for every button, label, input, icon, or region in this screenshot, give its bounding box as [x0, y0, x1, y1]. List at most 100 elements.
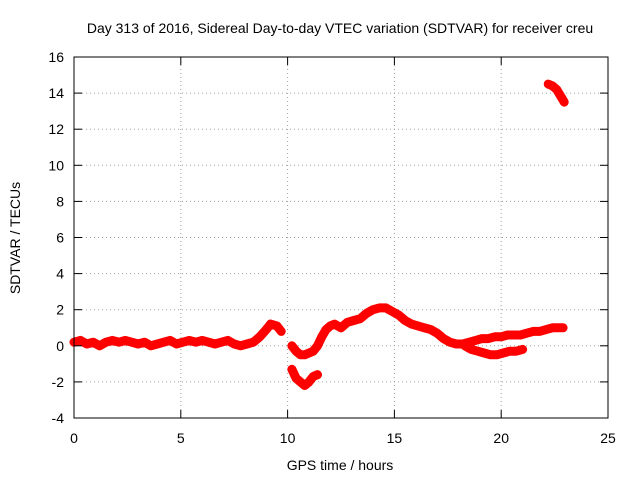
data-point — [296, 377, 305, 386]
data-point — [460, 341, 469, 350]
data-point — [388, 307, 397, 316]
y-tick-label: 0 — [56, 338, 64, 354]
data-point — [262, 325, 271, 334]
axis-ticks: 0 5 10 15 20 25 -4 -2 0 2 4 6 8 10 12 14 16 — [48, 49, 616, 446]
data-point — [317, 332, 326, 341]
y-tick-label: 12 — [48, 121, 64, 137]
data-point — [313, 370, 322, 379]
data-point — [356, 314, 365, 323]
data-point — [471, 336, 480, 345]
x-axis-label: GPS time / hours — [287, 457, 394, 473]
x-tick-label: 10 — [280, 430, 296, 446]
data-point — [266, 320, 275, 329]
data-point — [300, 350, 309, 359]
data-point — [516, 330, 525, 339]
data-point — [480, 349, 489, 358]
data-point — [544, 80, 553, 89]
data-point — [217, 338, 226, 347]
data-point — [95, 341, 104, 350]
data-point — [140, 338, 149, 347]
data-point — [255, 332, 264, 341]
x-tick-label: 25 — [600, 430, 616, 446]
data-point — [108, 336, 117, 345]
y-tick-label: 2 — [56, 302, 64, 318]
y-tick-label: 16 — [48, 49, 64, 65]
data-point — [287, 365, 296, 374]
data-point — [127, 338, 136, 347]
data-point — [467, 345, 476, 354]
data-point — [381, 303, 390, 312]
data-point — [210, 339, 219, 348]
data-point — [236, 341, 245, 350]
data-point — [499, 349, 508, 358]
y-tick-label: 14 — [48, 85, 64, 101]
y-tick-label: 4 — [56, 266, 64, 282]
data-point — [445, 338, 454, 347]
data-point — [304, 377, 313, 386]
data-point — [159, 338, 168, 347]
data-point — [313, 341, 322, 350]
data-point — [343, 318, 352, 327]
data-point — [166, 336, 175, 345]
data-point — [172, 339, 181, 348]
data-point — [153, 339, 162, 348]
data-point — [292, 347, 301, 356]
data-point — [191, 338, 200, 347]
data-point — [146, 341, 155, 350]
data-point — [330, 320, 339, 329]
data-point — [394, 311, 403, 320]
data-point — [134, 339, 143, 348]
y-tick-label: 6 — [56, 230, 64, 246]
data-point — [439, 334, 448, 343]
x-tick-label: 20 — [493, 430, 509, 446]
chart-title: Day 313 of 2016, Sidereal Day-to-day VTE… — [87, 20, 593, 36]
data-point — [518, 345, 527, 354]
data-point — [542, 325, 551, 334]
data-series-sdtvar — [69, 79, 569, 390]
data-point — [322, 325, 331, 334]
data-point — [243, 339, 252, 348]
data-point — [102, 338, 111, 347]
y-axis-label: SDTVAR / TECUs — [7, 182, 23, 294]
data-point — [522, 329, 531, 338]
y-tick-label: -4 — [52, 410, 65, 426]
data-point — [204, 338, 213, 347]
data-point — [560, 98, 569, 107]
data-point — [557, 92, 566, 101]
data-point — [401, 316, 410, 325]
data-point — [420, 323, 429, 332]
data-point — [497, 332, 506, 341]
data-point — [473, 347, 482, 356]
data-point — [114, 338, 123, 347]
data-point — [309, 372, 318, 381]
data-point — [309, 347, 318, 356]
data-point — [82, 339, 91, 348]
data-point — [272, 321, 281, 330]
data-point — [492, 350, 501, 359]
data-point — [433, 329, 442, 338]
y-tick-label: 10 — [48, 157, 64, 173]
data-point — [349, 316, 358, 325]
data-point — [326, 321, 335, 330]
x-tick-label: 5 — [177, 430, 185, 446]
data-point — [426, 325, 435, 334]
data-point — [198, 336, 207, 345]
data-point — [76, 336, 85, 345]
y-tick-label: 8 — [56, 193, 64, 209]
data-point — [304, 349, 313, 358]
data-point — [484, 334, 493, 343]
data-point — [362, 309, 371, 318]
x-tick-label: 0 — [70, 430, 78, 446]
data-point — [552, 85, 561, 94]
data-point — [277, 327, 286, 336]
data-point — [249, 338, 258, 347]
y-tick-label: -2 — [52, 374, 65, 390]
data-point — [292, 374, 301, 383]
data-point — [337, 323, 345, 332]
data-point — [287, 341, 296, 350]
data-point — [559, 323, 568, 332]
data-point — [512, 347, 521, 356]
data-point — [230, 339, 239, 348]
